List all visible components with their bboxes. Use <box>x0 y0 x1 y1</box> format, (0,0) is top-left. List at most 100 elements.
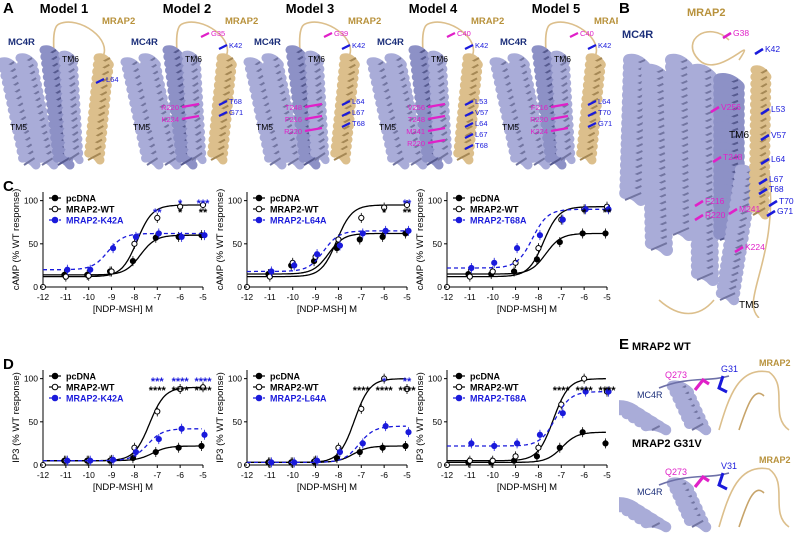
y-tick-label: 50 <box>29 239 39 249</box>
mc4r-helix-turn <box>552 85 573 102</box>
panel-letter-d: D <box>3 356 14 373</box>
significance-marker: * <box>382 376 387 388</box>
mc4r-helix-tm5-shadow <box>719 292 736 301</box>
mc4r-helix-turn <box>58 50 79 67</box>
residue-label: L64 <box>598 97 611 106</box>
mc4r-helix-tm6-turn <box>544 153 567 170</box>
residue-label: L53 <box>475 97 488 106</box>
mrap2-helix-turn <box>749 106 771 123</box>
mc4r-helix-turn <box>387 153 410 170</box>
mc4r-helix-turn <box>63 141 84 158</box>
legend-entry: pcDNA <box>453 194 501 204</box>
data-point <box>129 454 137 462</box>
mc4r-helix-tm5-turn <box>715 287 740 306</box>
significance-marker: **** <box>398 385 416 397</box>
mc4r-helix <box>58 50 84 165</box>
y-tick-label: 100 <box>24 374 38 384</box>
mrap2-helix-turn <box>89 94 110 111</box>
y-axis-label: IP3 (% WT response) <box>11 372 22 463</box>
fit-curve <box>447 431 606 464</box>
mrap2-helix <box>748 65 772 220</box>
data-point <box>268 459 275 466</box>
chart-c-2: -12 -11 -10 -9 -8 -7 -6 -5 0 50 100 [NDP-MSH] M cAMP… <box>215 189 412 315</box>
residue-sidechain <box>760 157 770 166</box>
legend-entry: MRAP2-WT <box>453 383 519 393</box>
x-tick-label: -12 <box>241 470 254 480</box>
x-tick-label: -8 <box>535 470 543 480</box>
data-point <box>382 227 389 234</box>
residue-label: C40 <box>457 29 471 38</box>
residue-sidechain <box>758 177 768 186</box>
legend-label: MRAP2-WT <box>270 383 319 393</box>
mrap2-helix-turn <box>461 66 482 83</box>
mrap2-loop <box>718 370 790 431</box>
mrap2-label: MRAP2 <box>471 16 504 27</box>
residue-sidechain <box>427 138 446 145</box>
mc4r-helix-turn <box>619 186 647 206</box>
x-tick-label: -11 <box>264 470 276 480</box>
residue-sidechain <box>464 111 474 117</box>
mc4r-helix-shadow <box>651 522 661 528</box>
residue-sidechain <box>304 102 323 109</box>
data-point <box>402 442 409 450</box>
x-tick-label: -10 <box>83 292 96 302</box>
mc4r-helix-turn <box>306 85 327 102</box>
tm6-label: TM6 <box>431 54 448 64</box>
mc4r-helix-shadow <box>164 157 177 166</box>
mc4r-helix-turn <box>510 153 533 170</box>
mc4r-helix-shadow <box>41 157 54 166</box>
mc4r-helix-turn <box>182 71 203 88</box>
x-tick-label: -9 <box>512 292 520 302</box>
mc4r-helix-tm5-turn <box>730 191 754 210</box>
mrap2-helix-turn <box>582 80 604 97</box>
mc4r-helix-turn <box>61 106 82 123</box>
residue-sidechain <box>760 133 770 142</box>
mc4r-helix-tm5-turn <box>716 280 741 299</box>
mrap2-helix-turn <box>582 87 603 104</box>
data-point <box>177 203 184 210</box>
legend-entry: MRAP2-L64A <box>253 216 327 226</box>
data-point <box>178 233 185 241</box>
mrap2-tail <box>658 299 715 315</box>
model-1: Model 1 MC4R MRAP2 TM6 TM5 L64 <box>0 1 135 170</box>
residue-label: F216 <box>705 196 725 206</box>
legend-entry: MRAP2-WT <box>453 205 519 215</box>
series-mrap2-wt <box>447 201 611 282</box>
mrap2-helix-turn <box>338 60 360 77</box>
legend-marker <box>255 205 263 213</box>
mc4r-helix-turn <box>61 99 81 116</box>
significance-marker: *** <box>197 198 211 210</box>
model-3: Model 3 MC4R MRAP2 TM6 TM5 T248 F216 R220 G39 K42… <box>243 1 381 170</box>
mc4r-helix-turn <box>432 148 453 165</box>
data-point <box>175 444 182 451</box>
data-point <box>582 388 589 395</box>
series-mrap2-l64a <box>247 421 412 468</box>
mrap2-helix <box>84 53 114 165</box>
panel-e-wt: MRAP2 WT MRAP2 MC4R G31 Q273 <box>619 341 791 436</box>
fit-curve <box>447 232 606 275</box>
legend-label: MRAP2-WT <box>470 205 519 215</box>
mc4r-helix-tm6-shadow <box>180 157 193 166</box>
model-title: Model 1 <box>40 1 88 16</box>
x-axis-label: [NDP-MSH] M <box>93 304 153 315</box>
residue-label: T68 <box>769 184 784 194</box>
mc4r-helix-turn <box>429 92 450 109</box>
mc4r-helix-turn <box>18 153 41 170</box>
mrap2-helix-turn <box>209 128 230 145</box>
mc4r-helix-turn <box>181 50 202 67</box>
residue-sidechain <box>754 47 764 56</box>
mc4r-helix-tm5-turn <box>731 185 756 203</box>
mrap2-helix-turn <box>330 148 351 165</box>
residue-label: K224 <box>530 127 548 136</box>
mc4r-helix-tm6-turn <box>421 153 444 170</box>
significance-marker: * <box>178 198 183 210</box>
fit-curve <box>43 428 202 462</box>
x-axis-label: [NDP-MSH] M <box>297 304 357 315</box>
mrap2-helix-turn <box>459 87 480 104</box>
mrap2-helix-turn <box>92 66 113 83</box>
data-point <box>512 453 519 460</box>
data-point <box>559 216 566 223</box>
residue-label: L67 <box>352 108 365 117</box>
data-point <box>556 444 563 451</box>
x-tick-label: -6 <box>176 470 184 480</box>
